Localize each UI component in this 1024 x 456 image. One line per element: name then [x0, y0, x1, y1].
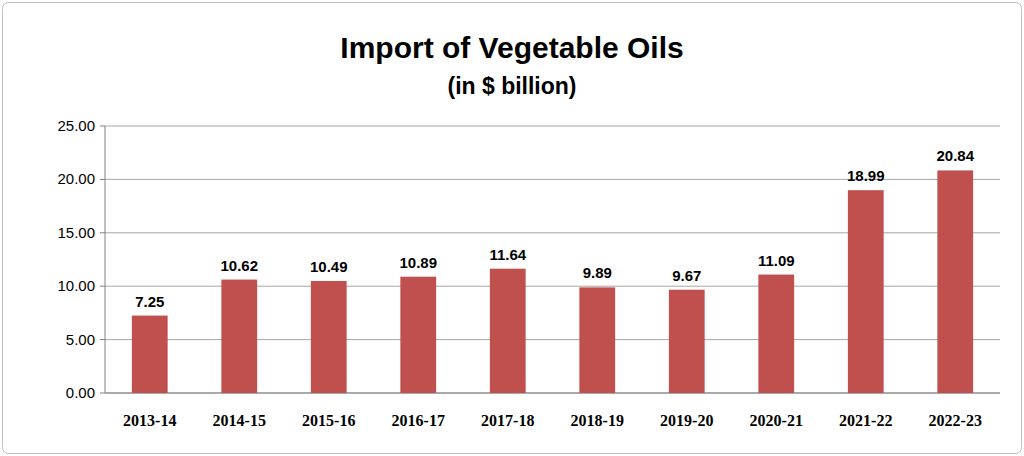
y-tick-label: 5.00	[66, 331, 95, 348]
y-tick-label: 25.00	[57, 117, 95, 134]
bar	[669, 290, 705, 393]
grid-line	[105, 126, 1000, 127]
data-label: 20.84	[936, 147, 974, 164]
bar	[221, 280, 257, 393]
y-tick-label: 0.00	[66, 384, 95, 401]
y-tick-label: 15.00	[57, 224, 95, 241]
data-label: 10.62	[220, 257, 258, 274]
y-tick-label: 20.00	[57, 170, 95, 187]
chart-svg: Import of Vegetable Oils (in $ billion) 0.…	[0, 0, 1024, 456]
x-tick-label: 2015-16	[302, 412, 355, 429]
tick-mark	[100, 179, 105, 180]
x-tick-label: 2020-21	[750, 412, 803, 429]
data-label: 7.25	[135, 293, 164, 310]
data-label: 18.99	[847, 167, 885, 184]
bar	[937, 170, 973, 393]
y-tick-label: 10.00	[57, 277, 95, 294]
bars	[132, 170, 973, 393]
data-label: 11.09	[758, 252, 795, 269]
bar	[848, 190, 884, 393]
title: Import of Vegetable Oils	[340, 31, 683, 64]
x-tick-label: 2022-23	[929, 412, 982, 429]
x-tick-label: 2014-15	[213, 412, 266, 429]
x-tick-label: 2017-18	[481, 412, 534, 429]
data-label: 11.64	[489, 246, 526, 263]
data-label: 9.89	[583, 264, 612, 281]
tick-mark	[100, 286, 105, 287]
bar	[579, 287, 615, 393]
data-label: 9.67	[672, 267, 701, 284]
bar	[311, 281, 347, 393]
x-tick-label: 2016-17	[392, 412, 445, 429]
x-tick-label: 2013-14	[123, 412, 176, 429]
chart-container: Import of Vegetable Oils (in $ billion) 0.…	[0, 0, 1024, 456]
data-label: 10.89	[399, 254, 437, 271]
subtitle: (in $ billion)	[447, 73, 576, 99]
data-label: 10.49	[310, 258, 348, 275]
bar	[490, 269, 526, 393]
y-axis	[105, 126, 106, 393]
tick-mark	[100, 339, 105, 340]
page: {"chart_data": {"type": "bar", "title": …	[0, 0, 1024, 456]
bar	[758, 275, 794, 393]
bar	[400, 277, 436, 393]
chart-border	[3, 3, 1022, 454]
x-tick-label: 2021-22	[839, 412, 892, 429]
tick-mark	[100, 126, 105, 127]
bar	[132, 316, 168, 393]
tick-mark	[100, 232, 105, 233]
x-tick-label: 2018-19	[571, 412, 624, 429]
tick-mark	[100, 393, 105, 394]
x-tick-label: 2019-20	[660, 412, 713, 429]
